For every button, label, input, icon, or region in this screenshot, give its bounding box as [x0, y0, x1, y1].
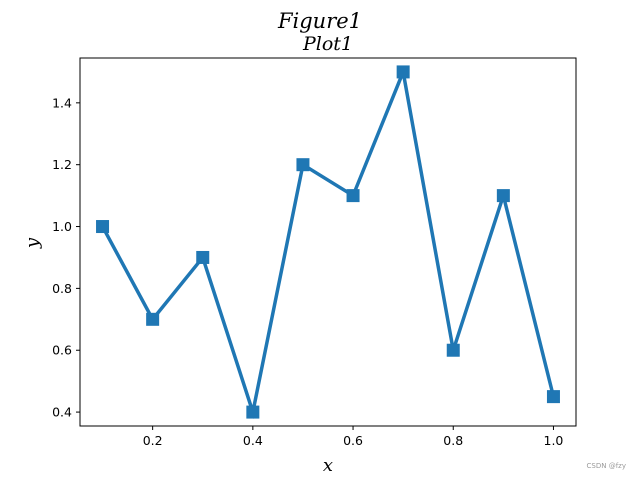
x-tick-label: 0.8 [443, 433, 463, 448]
x-axis-label: x [323, 455, 333, 476]
data-point-marker [246, 405, 260, 419]
y-tick-label: 1.2 [52, 157, 72, 172]
data-point-marker [146, 312, 160, 326]
data-point-marker [446, 343, 460, 357]
chart-title: Plot1 [302, 33, 353, 55]
y-axis-label: y [22, 237, 43, 249]
data-point-marker [96, 220, 110, 234]
x-tick-label: 0.4 [243, 433, 263, 448]
axes-frame [79, 57, 577, 427]
y-tick-label: 0.4 [52, 405, 72, 420]
data-point-marker [346, 189, 360, 203]
x-tick-label: 0.2 [143, 433, 163, 448]
y-tick-label: 1.4 [52, 95, 72, 110]
data-point-marker [396, 65, 410, 79]
data-point-marker [496, 189, 510, 203]
y-tick-label: 0.6 [52, 343, 72, 358]
data-point-marker [196, 250, 210, 264]
x-tick-label: 0.6 [343, 433, 363, 448]
plot-area: 0.2 0.4 0.6 0.8 1.0 0.4 0.6 0.8 1.0 1.2 1.4 [52, 57, 577, 448]
y-tick-label: 1.0 [52, 219, 72, 234]
watermark-text: CSDN @fzy [587, 462, 626, 470]
data-point-marker [296, 158, 310, 172]
figure-suptitle: Figure1 [277, 9, 362, 33]
y-tick-label: 0.8 [52, 281, 72, 296]
data-point-marker [546, 390, 560, 404]
x-tick-label: 1.0 [544, 433, 564, 448]
series-line [101, 65, 556, 419]
